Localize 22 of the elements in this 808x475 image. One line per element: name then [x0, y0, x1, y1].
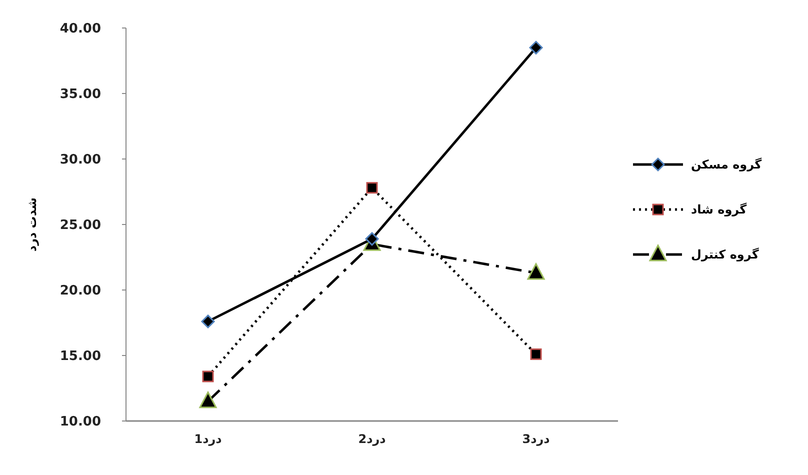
point	[201, 314, 215, 328]
y-tick-label: 15.00	[60, 349, 101, 364]
point	[365, 232, 379, 246]
y-tick-label: 25.00	[60, 218, 101, 234]
y-tick-label: 10.00	[60, 414, 101, 430]
point	[527, 263, 545, 280]
y-tick-label: 40.00	[60, 22, 101, 37]
point	[202, 370, 214, 382]
point	[366, 182, 378, 194]
point	[530, 348, 542, 360]
y-tick-label: 35.00	[60, 87, 101, 102]
y-tick-label: 20.00	[60, 284, 101, 299]
x-tick-label: درد1	[194, 432, 222, 446]
x-tick-label: درد3	[522, 432, 550, 446]
point	[529, 40, 543, 54]
legend-label: گروه کنترل	[691, 248, 759, 262]
y-axis-title: شدت درد	[25, 197, 39, 252]
legend-label: گروه مسکن	[691, 158, 762, 172]
x-tick-label: درد2	[358, 432, 386, 446]
y-tick-label: 30.00	[60, 152, 101, 168]
legend-label: گروه شاد	[691, 202, 747, 217]
point	[199, 392, 217, 408]
